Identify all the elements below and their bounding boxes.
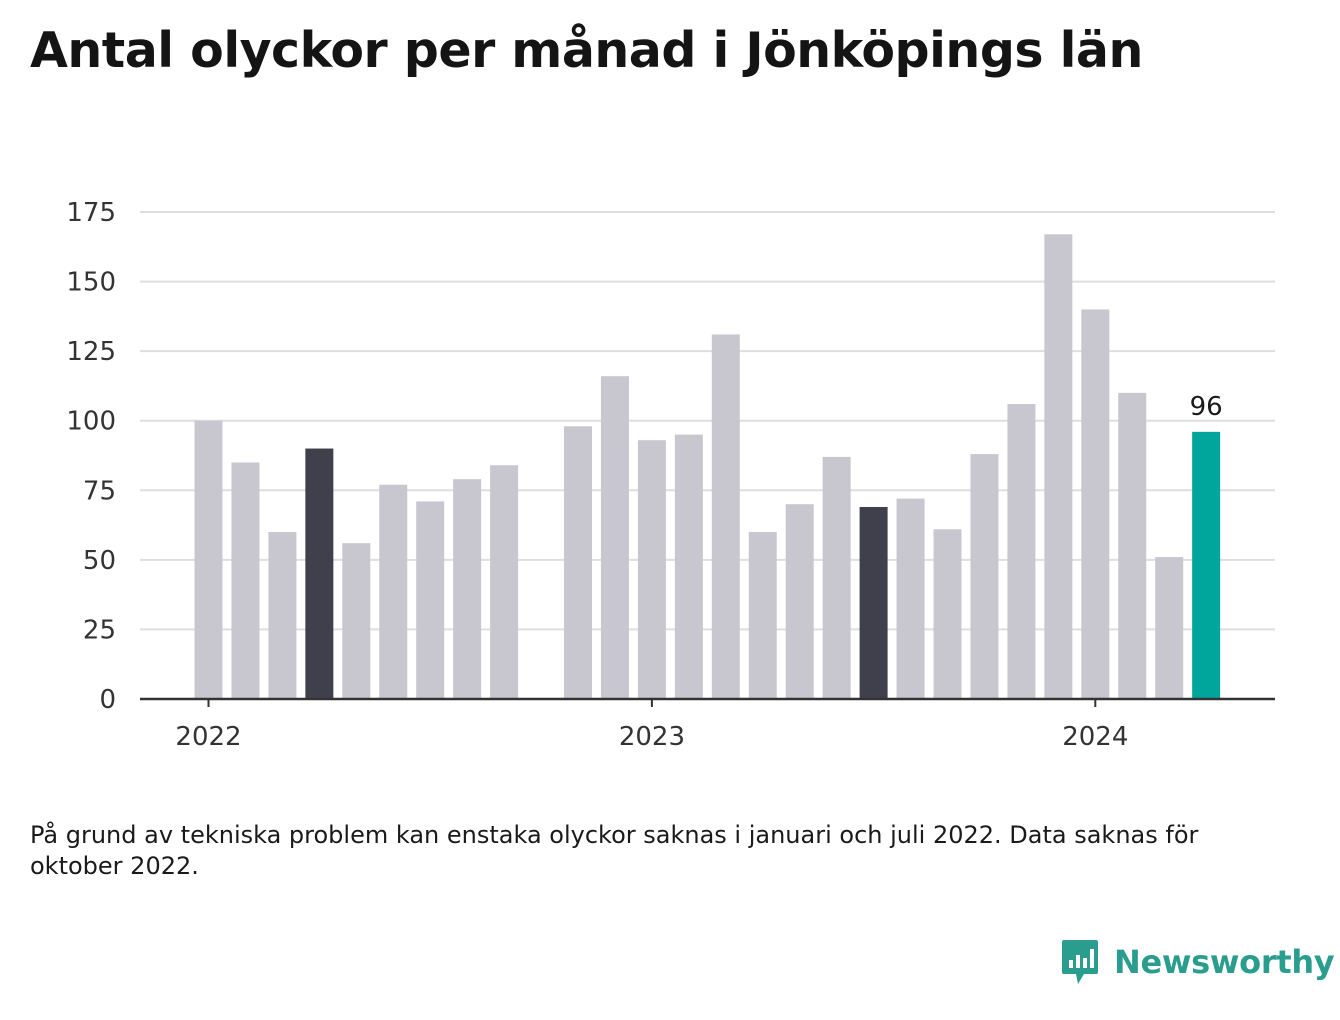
bar-2023-08 bbox=[896, 498, 925, 699]
bar-2024-02 bbox=[1118, 392, 1147, 699]
y-tick-label: 75 bbox=[83, 476, 116, 506]
bar-2022-05 bbox=[342, 543, 371, 699]
bar-2022-04 bbox=[305, 448, 334, 699]
brand: Newsworthy bbox=[1060, 938, 1335, 986]
bar-2022-06 bbox=[379, 484, 408, 699]
bar-2023-05 bbox=[785, 504, 814, 699]
newsworthy-logo-icon bbox=[1062, 940, 1098, 984]
bar-2023-03 bbox=[711, 334, 740, 699]
bar-2022-03 bbox=[268, 532, 297, 699]
bar-2022-09 bbox=[490, 465, 519, 699]
bar-2023-07 bbox=[859, 506, 888, 699]
y-tick-label: 50 bbox=[83, 546, 116, 576]
bar-2022-01 bbox=[194, 420, 223, 699]
bar-2024-04 bbox=[1192, 431, 1221, 699]
chart-title: Antal olyckor per månad i Jönköpings län bbox=[30, 22, 1143, 79]
bar-2022-12 bbox=[600, 376, 629, 699]
y-tick-label: 175 bbox=[66, 198, 116, 228]
bar-2022-08 bbox=[453, 479, 482, 699]
brand-name: Newsworthy bbox=[1114, 943, 1335, 981]
bar-2023-02 bbox=[674, 434, 703, 699]
y-tick-label: 150 bbox=[66, 268, 116, 298]
x-tick-label: 2023 bbox=[619, 722, 685, 752]
bar-2022-07 bbox=[416, 501, 445, 699]
latest-value-label: 96 bbox=[1190, 392, 1223, 422]
bar-2023-10 bbox=[970, 454, 999, 699]
bar-2023-09 bbox=[933, 529, 962, 699]
bar-2023-04 bbox=[748, 532, 777, 699]
bar-2022-11 bbox=[564, 426, 592, 699]
bar-2023-12 bbox=[1044, 234, 1073, 699]
bar-2024-01 bbox=[1081, 309, 1110, 699]
bar-2023-01 bbox=[637, 440, 666, 699]
bar-2023-06 bbox=[822, 456, 851, 699]
footnote: På grund av tekniska problem kan enstaka… bbox=[30, 821, 1199, 880]
bar-2023-11 bbox=[1007, 404, 1036, 699]
x-tick-label: 2022 bbox=[175, 722, 241, 752]
y-tick-label: 0 bbox=[99, 685, 116, 715]
y-tick-label: 125 bbox=[66, 337, 116, 367]
x-tick-label: 2024 bbox=[1062, 722, 1128, 752]
bar-2022-02 bbox=[231, 462, 260, 699]
bar-chart: 0 25 50 75 100 125 150 175 2022 2023 2024 96 bbox=[66, 198, 1275, 752]
y-tick-label: 25 bbox=[83, 615, 116, 645]
y-tick-label: 100 bbox=[66, 407, 116, 437]
bar-2024-03 bbox=[1155, 557, 1184, 699]
